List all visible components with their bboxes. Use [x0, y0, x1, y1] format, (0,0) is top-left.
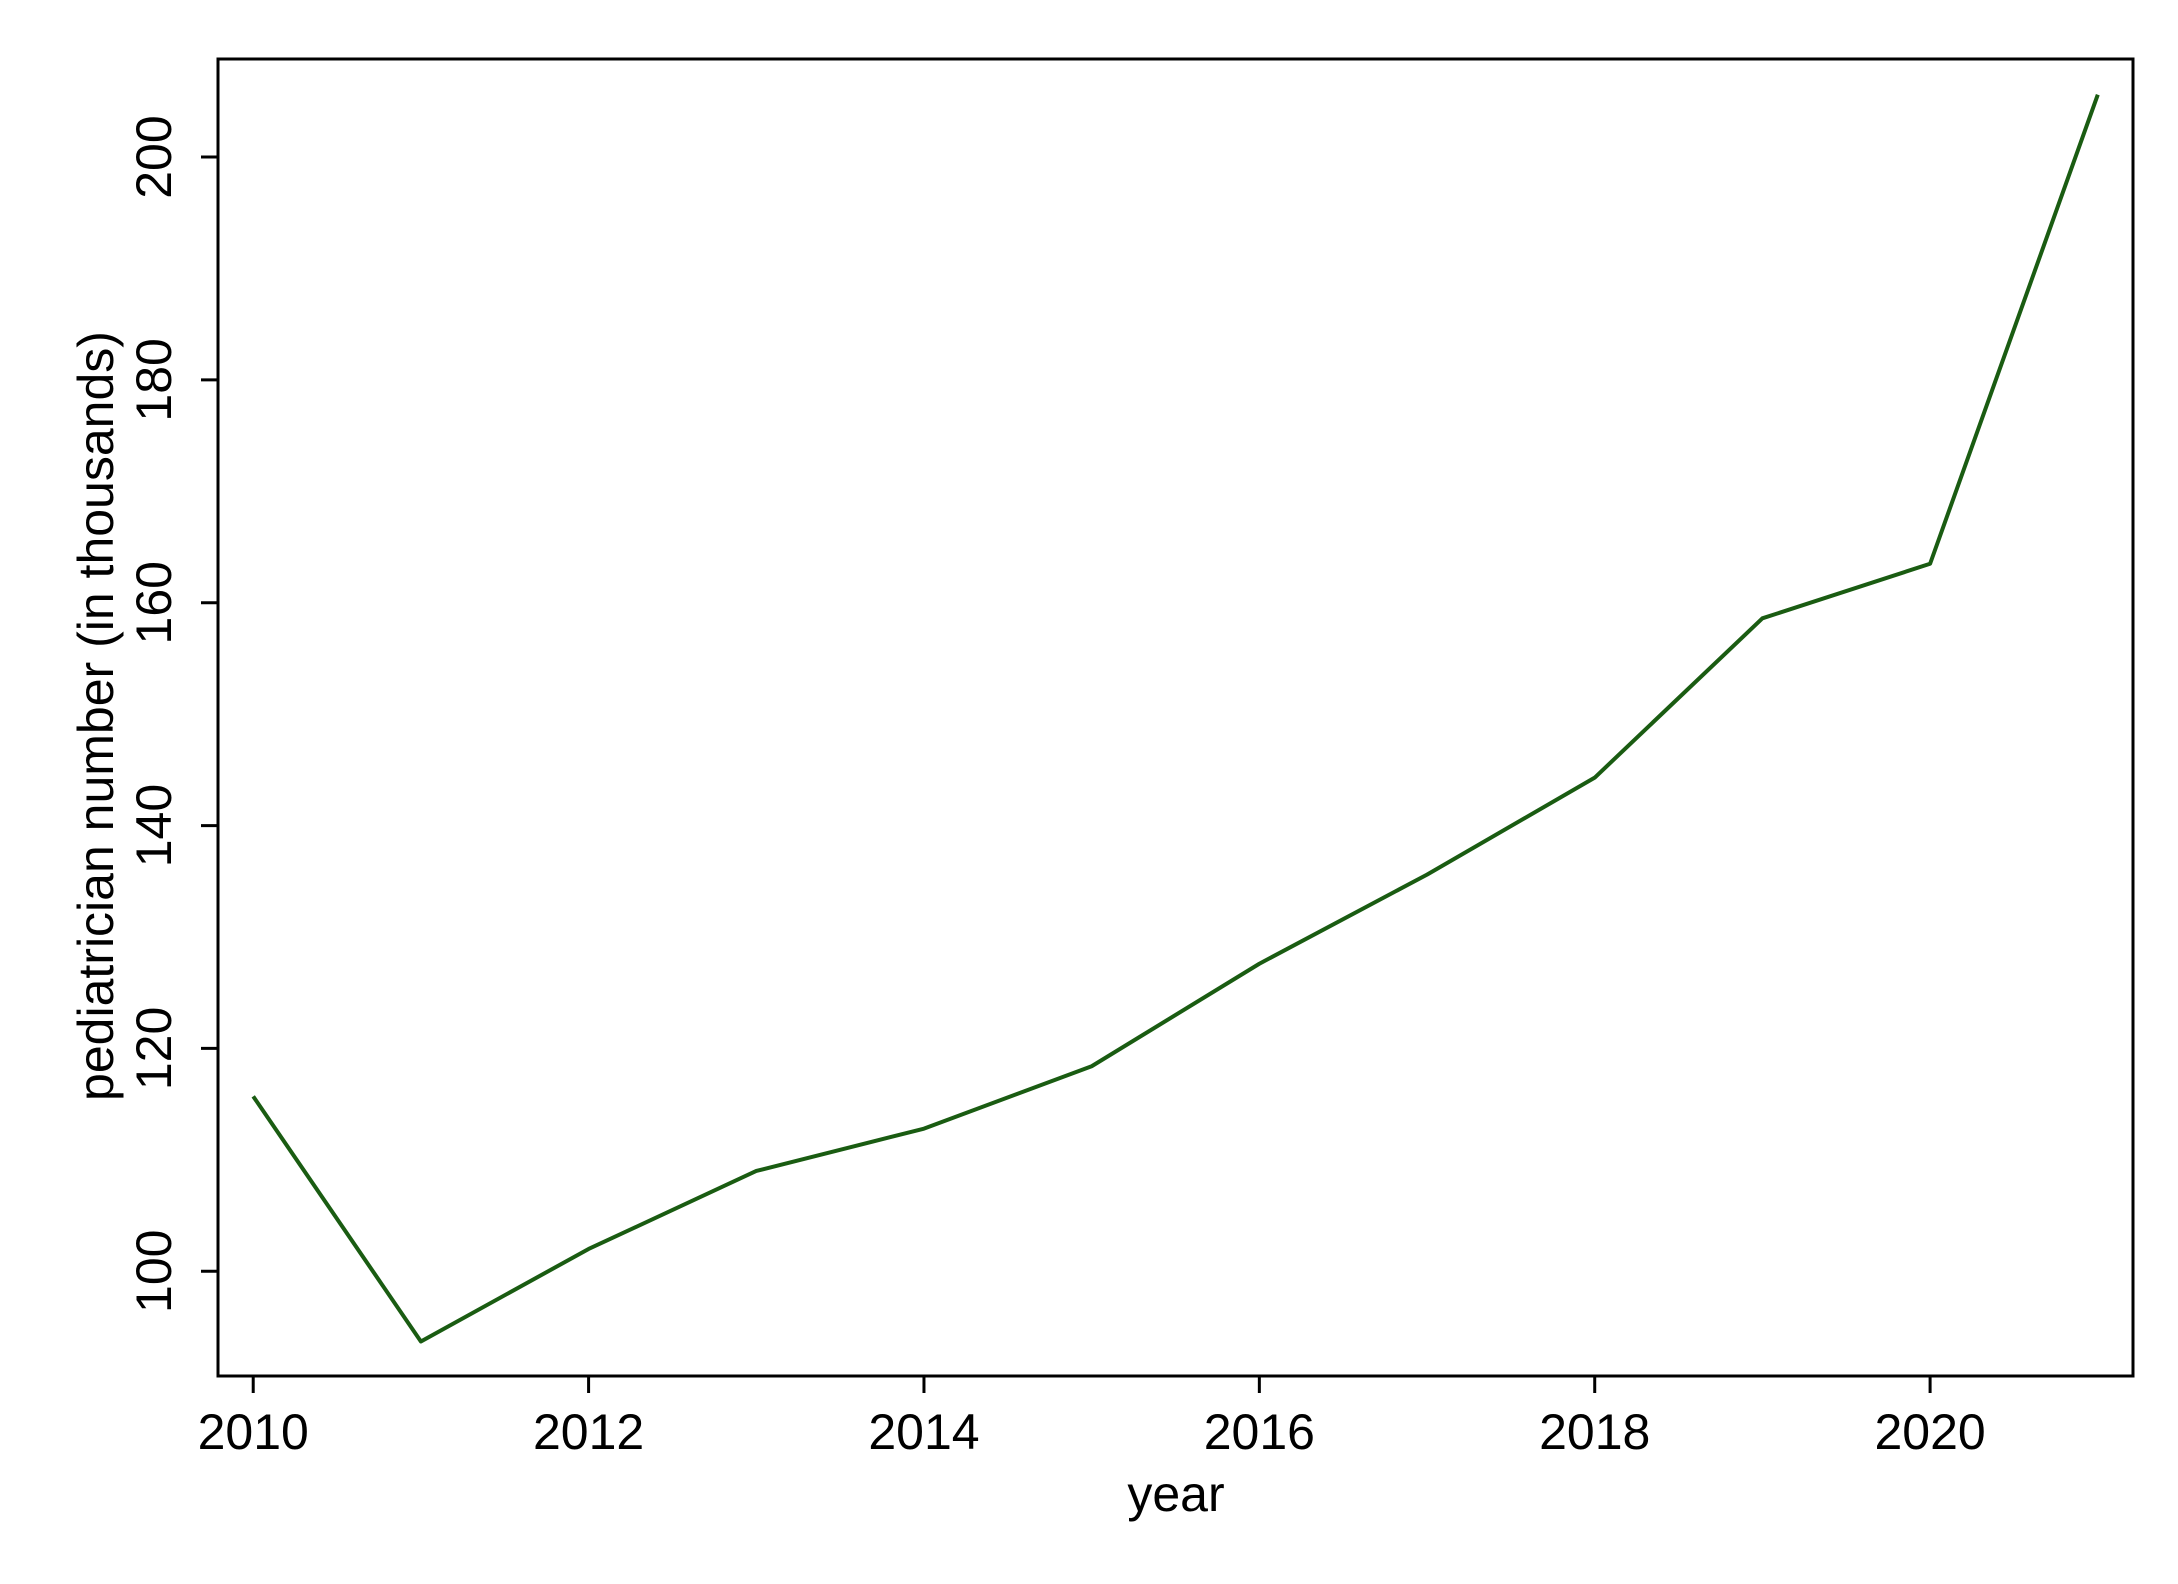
x-tick-label: 2016: [1204, 1404, 1315, 1460]
x-tick-label: 2014: [868, 1404, 979, 1460]
y-tick-label: 100: [126, 1230, 182, 1313]
x-tick-label: 2012: [533, 1404, 644, 1460]
x-tick-label: 2020: [1874, 1404, 1985, 1460]
y-tick-label: 120: [126, 1007, 182, 1090]
x-tick-label: 2018: [1539, 1404, 1650, 1460]
y-tick-label: 200: [126, 115, 182, 198]
x-axis-label: year: [1127, 1466, 1224, 1522]
y-tick-label: 180: [126, 338, 182, 421]
y-tick-label: 160: [126, 561, 182, 644]
y-axis-label: pediatrician number (in thousands): [68, 331, 124, 1101]
y-tick-label: 140: [126, 784, 182, 867]
plot-frame: [216, 57, 2135, 1378]
x-tick-label: 2010: [198, 1404, 309, 1460]
data-line: [251, 93, 2100, 1344]
